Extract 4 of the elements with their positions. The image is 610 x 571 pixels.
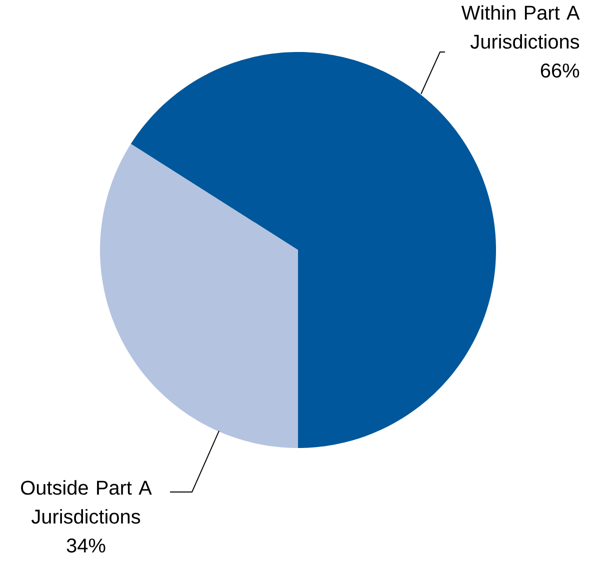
slice-label: Within Part A Jurisdictions <box>461 5 580 49</box>
data-label: 34% <box>66 538 106 553</box>
data-label: 66% <box>540 64 580 78</box>
slice-label: Outside Part A Jurisdictions <box>21 480 152 524</box>
